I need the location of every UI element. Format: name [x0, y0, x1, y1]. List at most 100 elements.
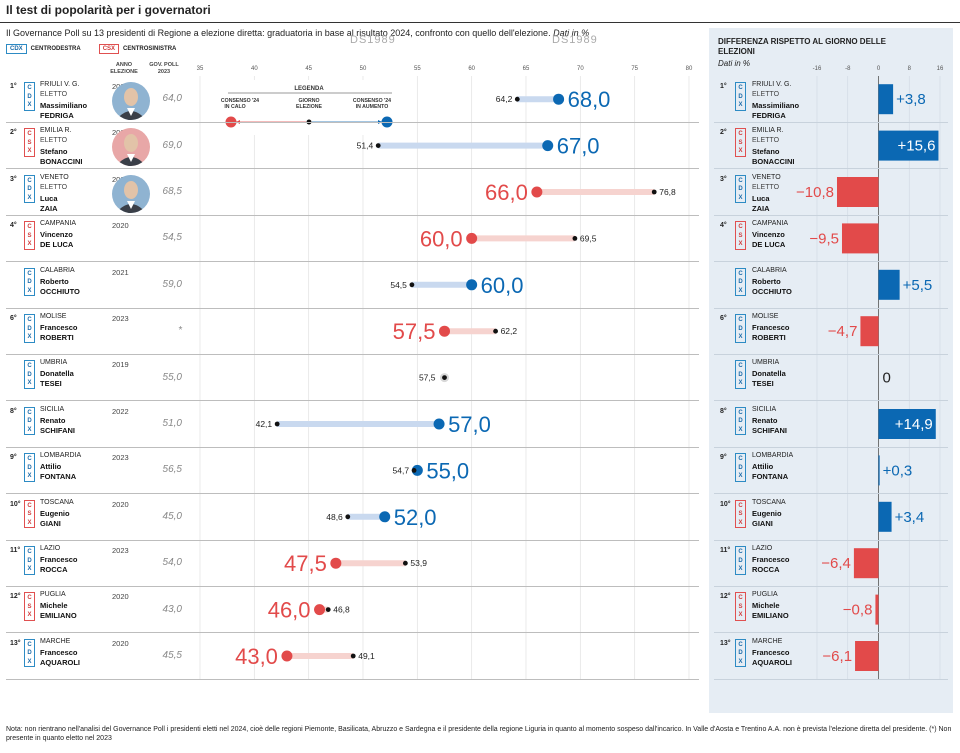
coalition-badge: C D X	[24, 360, 35, 389]
diff-governor-first-name: Roberto	[752, 276, 781, 286]
election-dot	[402, 560, 408, 566]
diff-governor-last-name: TESEI	[752, 379, 774, 389]
governor-last-name: ROCCA	[40, 565, 68, 574]
consensus-value-label: 68,0	[568, 87, 611, 112]
legend-right-label: CONSENSO '24	[353, 98, 391, 104]
poll-2023-value: 56,5	[162, 464, 182, 476]
governor-last-name: OCCHIUTO	[40, 286, 80, 296]
watermark-right: DS1989	[552, 34, 598, 46]
diff-governor-first-name: Michele	[752, 601, 780, 611]
x-tick-label: 60	[468, 66, 475, 72]
consensus-2024-dot	[314, 604, 326, 616]
diff-coalition-badge: C D X	[735, 406, 746, 436]
diff-region-name: TOSCANA	[752, 498, 786, 506]
election-year: 2023	[112, 314, 129, 323]
consensus-value-label: 43,0	[235, 644, 278, 669]
diff-region-name: PUGLIA	[752, 591, 778, 599]
diff-tick-label: -16	[813, 66, 822, 72]
diff-row-separator	[714, 539, 948, 541]
diff-row-separator	[714, 121, 948, 123]
consensus-2024-dot	[330, 557, 342, 569]
diff-region-name: CALABRIA	[752, 266, 787, 274]
diff-region-name: VENETO	[752, 173, 781, 181]
eletto-label: ELETTO	[40, 183, 68, 191]
diff-value-label: +15,6	[897, 138, 935, 155]
diff-row-separator	[714, 446, 948, 448]
diff-row-separator	[714, 353, 948, 355]
avatar-zaia	[112, 174, 150, 213]
diff-governor-first-name: Eugenio	[752, 508, 782, 518]
diff-region-name: EMILIA R.	[752, 127, 784, 135]
diff-row-separator	[714, 168, 948, 170]
diff-region-name: LOMBARDIA	[752, 452, 794, 460]
poll-2023-value: 45,5	[162, 650, 182, 661]
diff-region-name: SICILIA	[752, 405, 777, 413]
diff-value-label: +0,3	[883, 462, 913, 479]
page-title: Il test di popolarità per i governatori	[6, 3, 211, 17]
legend-cdx-box: CDX	[6, 44, 27, 54]
row-separator	[6, 493, 699, 495]
diff-tick-label: 8	[908, 66, 912, 72]
diff-coalition-badge: C D X	[735, 453, 746, 482]
diff-governor-last-name: SCHIFANI	[752, 425, 788, 435]
region-name: UMBRIA	[40, 359, 68, 367]
diff-row-separator	[714, 307, 948, 309]
legend-csx-box: CSX	[98, 44, 120, 54]
election-value-label: 53,9	[410, 558, 427, 568]
row-separator	[6, 678, 699, 680]
x-tick-label: 40	[251, 66, 258, 72]
x-tick-label: 70	[577, 66, 584, 72]
legend-left-label: CONSENSO '24	[221, 98, 259, 104]
diff-region-name: FRIULI V. G.	[752, 81, 792, 88]
diff-value-label: −10,8	[796, 184, 834, 201]
governor-last-name: SCHIFANI	[40, 425, 76, 435]
portrait-icon	[112, 174, 150, 213]
diff-rank-label: 2°	[720, 129, 727, 137]
diff-row-separator	[714, 493, 948, 495]
x-tick-label: 45	[305, 66, 312, 72]
consensus-2024-dot	[379, 511, 391, 523]
row-separator	[6, 121, 699, 123]
col-header-year: ANNO ELEZIONE	[110, 62, 138, 75]
diff-governor-first-name: Stefano	[752, 147, 780, 157]
consensus-2024-dot	[433, 418, 445, 430]
consensus-2024-dot	[281, 650, 293, 662]
portrait-icon	[112, 82, 150, 120]
diff-rank-label: 8°	[720, 407, 727, 415]
legend-background	[224, 80, 394, 135]
coalition-legend: CDX CENTRODESTRA CSX CENTROSINISTRA	[6, 44, 176, 54]
eletto-label: ELETTO	[40, 137, 68, 145]
legend-left-label-2: IN CALO	[224, 104, 245, 110]
governor-first-name: Francesco	[40, 555, 78, 564]
diff-coalition-badge: C D X	[735, 82, 746, 111]
diff-coalition-badge: C D X	[735, 174, 746, 204]
diff-region-name: CAMPANIA	[752, 220, 789, 228]
x-tick-label: 75	[631, 66, 638, 72]
consensus-value-label: 66,0	[485, 180, 528, 205]
diff-governor-last-name: AQUAROLI	[752, 657, 792, 667]
consensus-2024-dot	[466, 232, 478, 244]
region-name: TOSCANA	[40, 498, 74, 506]
consensus-value-label: 57,5	[393, 319, 436, 344]
election-year: 2023	[112, 453, 129, 463]
coalition-badge: C D X	[24, 174, 35, 204]
row-separator	[6, 307, 699, 309]
election-value-label: 42,1	[256, 419, 273, 429]
diff-eletto-label: ELETTO	[752, 91, 780, 98]
region-name: PUGLIA	[40, 591, 66, 599]
legend-csx-label: CENTROSINISTRA	[123, 46, 177, 52]
election-value-label: 64,2	[496, 94, 513, 104]
consensus-value-label: 47,5	[284, 551, 327, 576]
diff-row-separator	[714, 400, 948, 402]
governor-last-name: AQUAROLI	[40, 657, 80, 667]
poll-2023-value: 69,0	[162, 139, 182, 151]
panel-title: DIFFERENZA RISPETTO AL GIORNO DELLE ELEZ…	[718, 37, 887, 56]
rank-label: 3°	[10, 175, 17, 183]
governor-first-name: Massimiliano	[40, 101, 88, 110]
watermark-left: DS1989	[350, 34, 396, 46]
row-separator	[6, 261, 699, 263]
consensus-value-label: 52,0	[394, 505, 437, 530]
governor-last-name: GIANI	[40, 518, 61, 528]
region-name: MOLISE	[40, 313, 67, 320]
x-tick-label: 35	[197, 66, 204, 72]
